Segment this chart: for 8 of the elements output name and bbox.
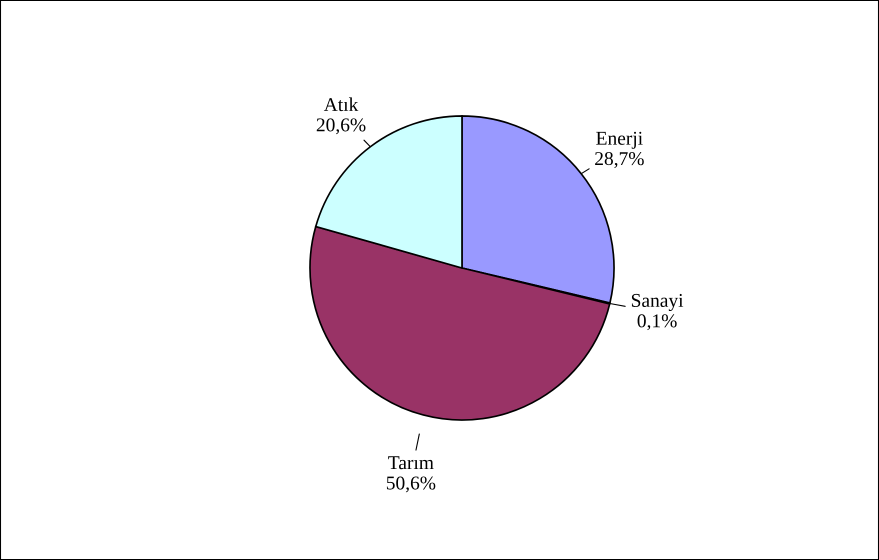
- slice-label: Tarım: [388, 456, 434, 470]
- slice-label: Atık: [324, 97, 358, 112]
- slice-label: Enerji: [596, 132, 643, 149]
- data-label: 50,6%: [386, 476, 436, 492]
- data-label: 0,1%: [638, 314, 677, 330]
- data-label: 28,7%: [595, 152, 644, 168]
- slice-label: Sanayi: [632, 294, 684, 312]
- data-label: 20,6%: [316, 118, 366, 134]
